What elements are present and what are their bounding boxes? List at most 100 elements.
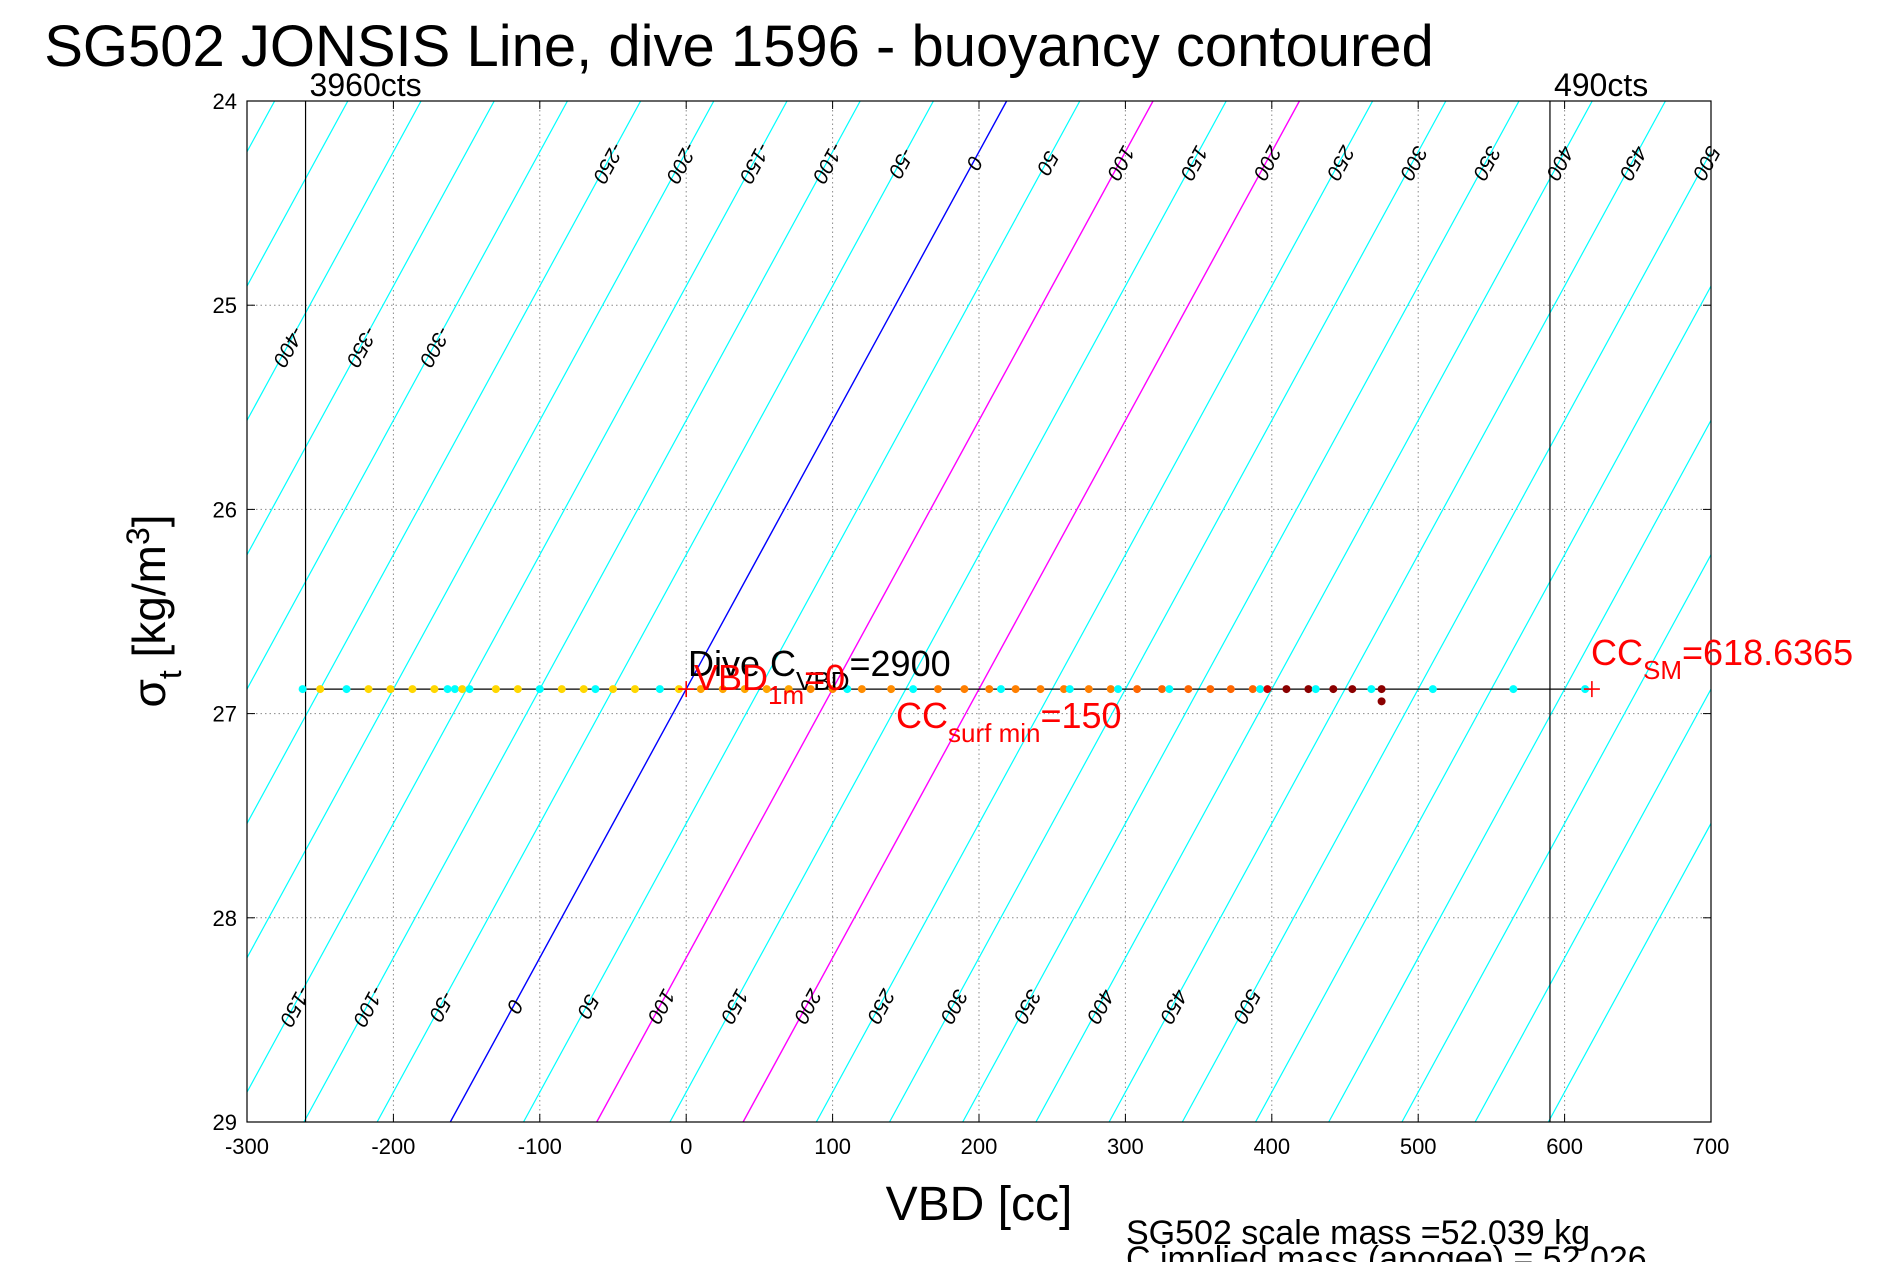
data-point bbox=[806, 685, 815, 694]
data-point bbox=[1509, 685, 1518, 694]
x-tick-label: 700 bbox=[1693, 1134, 1730, 1159]
buoyancy-contour-line bbox=[303, 101, 861, 1122]
y-axis-label-symbol: σ bbox=[123, 679, 175, 707]
cc-sm-sub: SM bbox=[1643, 655, 1682, 685]
chart-title: SG502 JONSIS Line, dive 1596 - buoyancy … bbox=[44, 14, 1434, 79]
tick-layer: -300 -200 -100 0 100 200 300 400 500 600 700 24 25 26… bbox=[213, 89, 1730, 1159]
x-tick-label: 0 bbox=[680, 1134, 692, 1159]
data-point bbox=[857, 685, 866, 694]
vbd-1m-text: VBD bbox=[694, 657, 768, 698]
contour-layer bbox=[247, 101, 1711, 1122]
data-point bbox=[591, 685, 600, 694]
data-point bbox=[1165, 685, 1174, 694]
buoyancy-contour-line bbox=[962, 101, 1520, 1122]
data-point bbox=[364, 685, 373, 694]
data-point bbox=[828, 685, 837, 694]
buoyancy-contour-line bbox=[1035, 101, 1593, 1122]
data-point bbox=[1106, 685, 1115, 694]
data-point bbox=[1114, 685, 1123, 694]
data-point bbox=[386, 685, 395, 694]
data-point bbox=[557, 685, 566, 694]
count-limit-layer: 3960cts 490cts bbox=[304, 67, 1648, 1122]
buoyancy-contour-line bbox=[596, 101, 1154, 1122]
cc-sm-annotation: CCSM=618.6365 bbox=[1591, 632, 1853, 685]
buoyancy-contour-line bbox=[449, 101, 1008, 1122]
data-point bbox=[960, 685, 969, 694]
y-axis-label-close: ] bbox=[123, 514, 175, 527]
data-point bbox=[718, 685, 727, 694]
data-point bbox=[1377, 697, 1386, 706]
dive-cvbd-value: =2900 bbox=[850, 643, 951, 684]
buoyancy-contour-line bbox=[1328, 419, 1711, 1122]
grid-layer bbox=[247, 101, 1711, 1122]
data-point bbox=[1282, 685, 1291, 694]
y-axis-label: σt [kg/m3] bbox=[120, 514, 188, 707]
data-point bbox=[784, 685, 793, 694]
cc-surf-min-value: =150 bbox=[1040, 695, 1121, 736]
buoyancy-contour-line bbox=[247, 101, 715, 960]
data-point bbox=[1011, 685, 1020, 694]
points-layer bbox=[298, 685, 1590, 706]
buoyancy-contour-line bbox=[247, 101, 568, 691]
data-point bbox=[1206, 685, 1215, 694]
data-point bbox=[1304, 685, 1313, 694]
y-tick-label: 24 bbox=[213, 89, 237, 114]
buoyancy-contour-line bbox=[1401, 553, 1711, 1122]
data-point bbox=[1329, 685, 1338, 694]
data-point bbox=[655, 685, 664, 694]
buoyancy-contour-line bbox=[247, 101, 495, 557]
y-tick-label: 29 bbox=[213, 1110, 237, 1135]
buoyancy-contour-line bbox=[1108, 101, 1666, 1122]
buoyancy-contour-line bbox=[247, 101, 642, 825]
x-tick-label: -300 bbox=[225, 1134, 269, 1159]
data-point bbox=[535, 685, 544, 694]
data-point bbox=[316, 685, 325, 694]
cc-sm-value: =618.6365 bbox=[1682, 632, 1853, 673]
data-point bbox=[740, 685, 749, 694]
data-point bbox=[1256, 685, 1265, 694]
data-point bbox=[342, 685, 351, 694]
buoyancy-contour-line bbox=[1474, 687, 1711, 1122]
buoyancy-contour-line bbox=[669, 101, 1227, 1122]
vbd-1m-sub: 1m bbox=[768, 680, 804, 710]
scale-mass-text: SG502 scale mass =52.039 kg bbox=[1126, 1214, 1590, 1252]
x-tick-label: 300 bbox=[1107, 1134, 1144, 1159]
data-point bbox=[408, 685, 417, 694]
data-point bbox=[1263, 685, 1272, 694]
data-point bbox=[934, 685, 943, 694]
data-point bbox=[1065, 685, 1074, 694]
data-point bbox=[465, 685, 474, 694]
x-tick-label: -100 bbox=[518, 1134, 562, 1159]
data-point bbox=[696, 685, 705, 694]
vbd-1m-value: =0 bbox=[804, 657, 845, 698]
data-point bbox=[1248, 685, 1257, 694]
data-point bbox=[1059, 685, 1068, 694]
vbd-1m-annotation: VBD1m=0 bbox=[694, 657, 845, 710]
buoyancy-contour-line bbox=[376, 101, 934, 1122]
buoyancy-contour-line bbox=[742, 101, 1301, 1122]
data-point bbox=[513, 685, 522, 694]
data-point bbox=[1377, 685, 1386, 694]
buoyancy-contour-line bbox=[815, 101, 1374, 1122]
data-point bbox=[1226, 685, 1235, 694]
data-point bbox=[985, 685, 994, 694]
x-tick-label: 600 bbox=[1546, 1134, 1583, 1159]
buoyancy-contour-line bbox=[522, 101, 1081, 1122]
buoyancy-contour-line bbox=[247, 101, 788, 1094]
x-tick-label: -200 bbox=[371, 1134, 415, 1159]
count-limit-label: 3960cts bbox=[310, 67, 422, 103]
data-point bbox=[762, 685, 771, 694]
buoyancy-contour-line bbox=[1181, 150, 1711, 1122]
y-axis-label-subscript: t bbox=[152, 670, 188, 679]
x-tick-label: 500 bbox=[1400, 1134, 1437, 1159]
dive-cvbd-annotation: Dive CVBD=2900 bbox=[688, 643, 951, 696]
data-point bbox=[1158, 685, 1166, 694]
x-tick-label: 200 bbox=[961, 1134, 998, 1159]
data-point bbox=[1348, 685, 1357, 694]
data-point bbox=[443, 685, 452, 694]
y-tick-label: 26 bbox=[213, 497, 237, 522]
data-point bbox=[1184, 685, 1193, 694]
buoyancy-contour-line bbox=[888, 101, 1447, 1122]
